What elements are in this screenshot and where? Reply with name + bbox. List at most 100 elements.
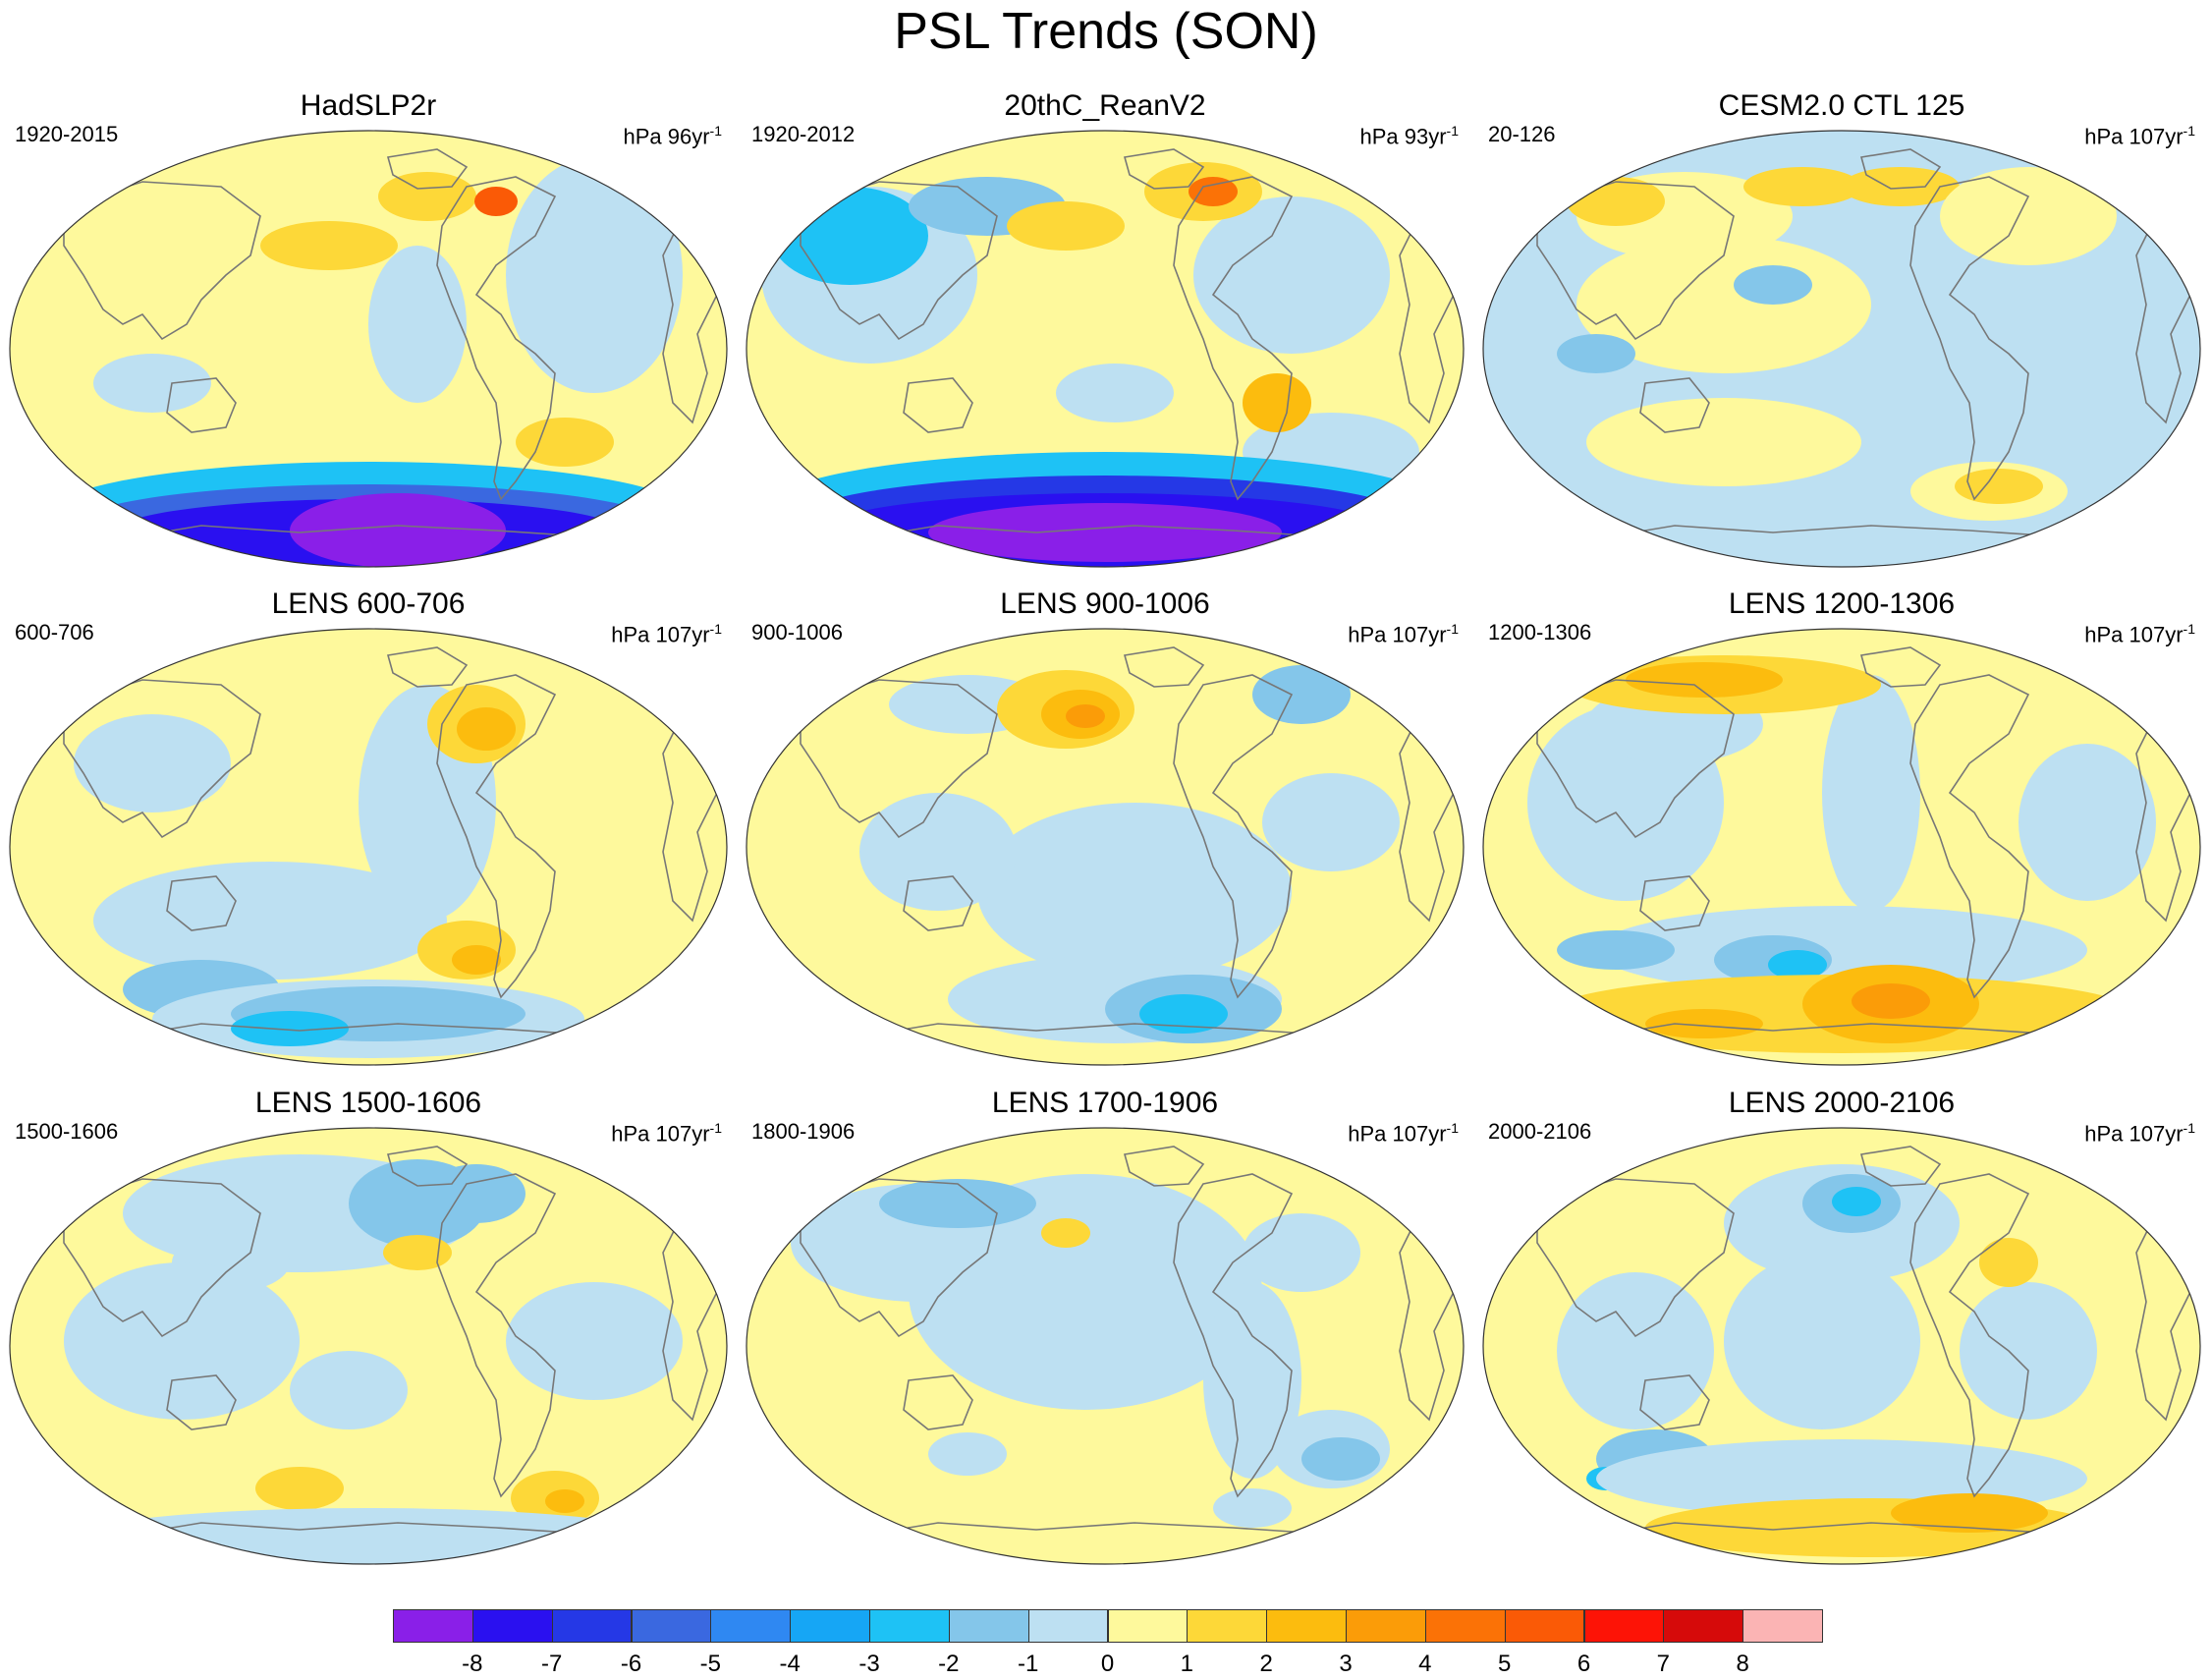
page-title: PSL Trends (SON) (894, 3, 1318, 60)
colorbar-swatch (1424, 1609, 1506, 1643)
trend-contour-region (1262, 773, 1400, 871)
panel-units-label: hPa 107yr-1 (2084, 1120, 2195, 1147)
map-border (9, 1127, 728, 1565)
trend-contour-region (928, 1432, 1007, 1476)
panel-units-label: hPa 107yr-1 (1348, 1120, 1459, 1147)
colorbar-swatch (948, 1609, 1029, 1643)
colorbar-swatch (631, 1609, 712, 1643)
trend-map (1482, 130, 2201, 568)
trend-contour-region (1645, 1009, 1763, 1038)
panel-units-label: hPa 107yr-1 (611, 1120, 722, 1147)
panel-range-label: 1800-1906 (751, 1119, 856, 1144)
trend-contour-region (1557, 930, 1675, 970)
map-border (746, 130, 1465, 568)
panel-range-label: 900-1006 (751, 620, 843, 644)
panel-title: LENS 1500-1606 (254, 1087, 482, 1119)
colorbar-swatch (1663, 1609, 1744, 1643)
trend-contour-region (1243, 1213, 1360, 1292)
trend-contour-region (1301, 1437, 1380, 1481)
colorbar-tick-label: -7 (540, 1651, 563, 1677)
colorbar-tick-label: 7 (1656, 1651, 1670, 1677)
panel-title: LENS 1700-1906 (991, 1087, 1219, 1119)
colorbar-tick-label: 3 (1339, 1651, 1353, 1677)
panel-units-label: hPa 93yr-1 (1359, 123, 1459, 149)
colorbar-swatch (471, 1609, 553, 1643)
trend-contour-region (859, 793, 1017, 911)
trend-contour-region (1056, 364, 1174, 422)
trend-contour-region (1213, 1488, 1292, 1528)
trend-map (1482, 628, 2201, 1066)
trend-contour-region (1891, 1493, 2048, 1533)
panel-title: CESM2.0 CTL 125 (1718, 89, 1965, 122)
map-border (1482, 628, 2201, 1066)
trend-contour-region (2018, 744, 2156, 901)
trend-map (746, 628, 1465, 1066)
trend-contour-region (1193, 196, 1390, 354)
map-border (1482, 130, 2201, 568)
colorbar (393, 1609, 1823, 1643)
panel-title: LENS 1200-1306 (1728, 588, 1956, 620)
panel-units-label: hPa 107yr-1 (2084, 123, 2195, 149)
trend-contour-region (1768, 950, 1827, 980)
trend-map (9, 628, 728, 1066)
panel-title: LENS 600-706 (271, 588, 466, 620)
trend-contour-region (1066, 704, 1105, 728)
colorbar-swatch (1027, 1609, 1109, 1643)
panel-units-label: hPa 107yr-1 (611, 621, 722, 647)
trend-map (1482, 1127, 2201, 1565)
panel-range-label: 1200-1306 (1488, 620, 1592, 644)
trend-contour-region (1596, 906, 2087, 994)
trend-contour-region (879, 1179, 1036, 1228)
colorbar-tick-label: -4 (779, 1651, 801, 1677)
panel-title: LENS 2000-2106 (1728, 1087, 1956, 1119)
map-panel: LENS 900-1006 900-1006 hPa 107yr-1 (742, 587, 1468, 1066)
map-border (9, 628, 728, 1066)
trend-contour-region (1743, 167, 1861, 206)
panel-range-label: 20-126 (1488, 122, 1556, 146)
colorbar-swatch (790, 1609, 870, 1643)
map-panel: LENS 2000-2106 2000-2106 hPa 107yr-1 (1478, 1086, 2205, 1565)
panel-title: HadSLP2r (300, 89, 437, 122)
trend-contour-region (378, 172, 476, 221)
colorbar-swatch (1504, 1609, 1585, 1643)
trend-contour-region (290, 1351, 408, 1429)
colorbar-tick-label: -1 (1017, 1651, 1039, 1677)
trend-contour-region (74, 714, 231, 812)
colorbar-tick-label: -6 (620, 1651, 642, 1677)
colorbar-swatch (1583, 1609, 1665, 1643)
panel-range-label: 1920-2012 (751, 122, 856, 146)
colorbar-tick-label: 4 (1418, 1651, 1432, 1677)
trend-contour-region (1557, 1272, 1714, 1429)
trend-contour-region (93, 354, 211, 413)
trend-contour-region (506, 157, 683, 393)
trend-contour-region (1724, 1253, 1920, 1429)
map-border (9, 130, 728, 568)
colorbar-tick-label: -3 (858, 1651, 880, 1677)
trend-contour-region (1586, 398, 1861, 486)
trend-contour-region (368, 246, 467, 403)
panel-title: LENS 900-1006 (1000, 588, 1210, 620)
trend-contour-region (1852, 983, 1930, 1019)
trend-contour-region (1734, 265, 1812, 305)
map-panel: 20thC_ReanV2 1920-2012 hPa 93yr-1 (742, 88, 1468, 568)
trend-contour-region (64, 1262, 300, 1420)
trend-contour-region (457, 707, 516, 751)
trend-contour-region (260, 221, 398, 270)
trend-contour-region (771, 187, 928, 285)
trend-contour-region (74, 1508, 663, 1564)
colorbar-tick-label: -2 (938, 1651, 960, 1677)
colorbar-tick-label: 8 (1736, 1651, 1749, 1677)
trend-contour-region (1557, 334, 1635, 373)
trend-contour-region (977, 803, 1292, 980)
colorbar-tick-label: 0 (1100, 1651, 1115, 1677)
panel-title: 20thC_ReanV2 (1004, 89, 1206, 122)
trend-contour-region (1252, 665, 1351, 724)
trend-contour-region (427, 1164, 525, 1223)
map-panel: LENS 1500-1606 1500-1606 hPa 107yr-1 (5, 1086, 732, 1565)
trend-contour-region (1979, 1238, 2038, 1287)
trend-contour-region (1960, 1282, 2097, 1420)
map-panel: LENS 1200-1306 1200-1306 hPa 107yr-1 (1478, 587, 2205, 1066)
trend-contour-region (1955, 469, 2043, 504)
map-panel: CESM2.0 CTL 125 20-126 hPa 107yr-1 (1478, 88, 2205, 568)
trend-contour-region (383, 1235, 452, 1270)
